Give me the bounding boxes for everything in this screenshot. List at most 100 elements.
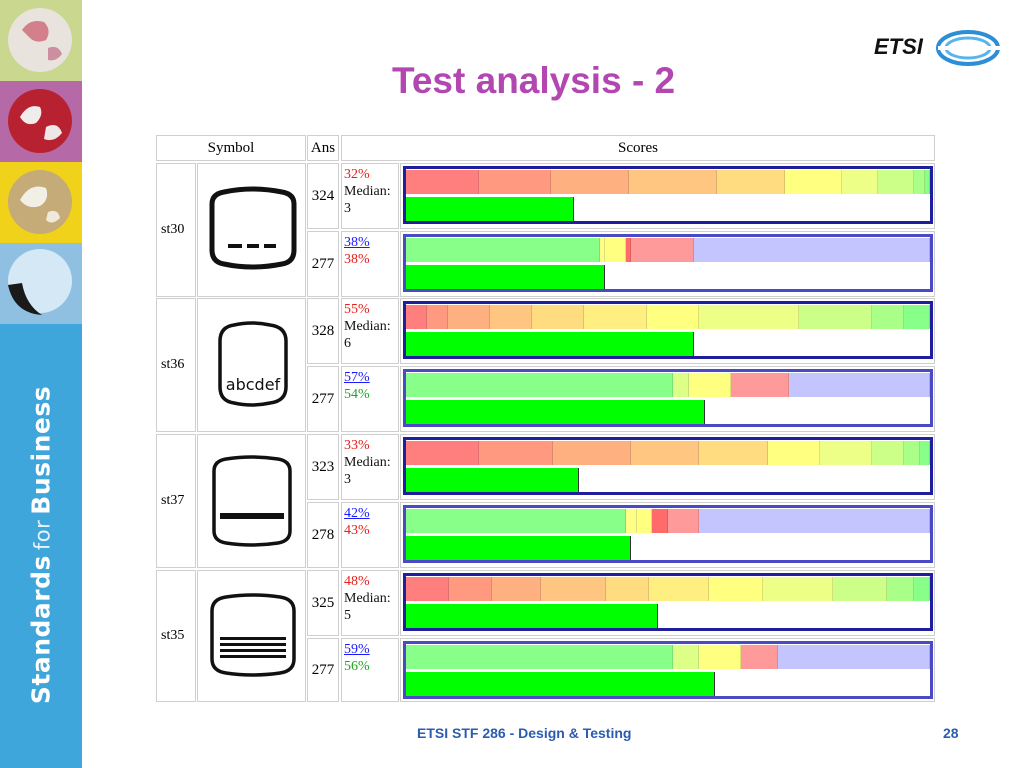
median-label: Median:	[344, 455, 391, 470]
progress-bar	[406, 604, 930, 628]
globe-icon	[8, 89, 72, 153]
distribution-segment	[741, 645, 779, 669]
progress-bar	[406, 468, 930, 492]
answer-percent-link[interactable]: 57%	[344, 370, 370, 385]
slide-footer: ETSI STF 286 - Design & Testing	[417, 725, 632, 741]
symbol-id: st37	[156, 434, 196, 568]
distribution-bar	[406, 441, 930, 465]
scores-cell	[400, 434, 935, 500]
distribution-bar	[406, 509, 930, 533]
distribution-bar	[406, 238, 930, 262]
distribution-segment	[872, 441, 904, 465]
distribution-segment	[541, 577, 606, 601]
progress-bar-fill	[406, 265, 606, 289]
distribution-bar	[406, 170, 930, 194]
score-stats: 57% 54%	[341, 366, 399, 432]
correct-percent: 38%	[344, 252, 370, 267]
distribution-bar	[406, 373, 930, 397]
distribution-bar	[406, 645, 930, 669]
score-stats: 38% 38%	[341, 231, 399, 297]
progress-bar-fill	[406, 536, 632, 560]
distribution-segment	[832, 577, 887, 601]
distribution-segment	[762, 577, 833, 601]
median-value: 3	[344, 201, 351, 216]
ans-count: 323	[307, 434, 339, 500]
distribution-segment	[799, 305, 873, 329]
score-bars	[403, 641, 933, 699]
ans-count: 277	[307, 231, 339, 297]
correct-percent: 56%	[344, 659, 370, 674]
score-percent: 32%	[344, 167, 370, 182]
distribution-segment	[903, 305, 930, 329]
answer-percent-link[interactable]: 42%	[344, 506, 370, 521]
score-percent: 48%	[344, 574, 370, 589]
distribution-segment	[406, 645, 674, 669]
page-number: 28	[943, 725, 959, 741]
progress-bar	[406, 536, 930, 560]
sidebar-tile-yellow	[0, 162, 82, 243]
progress-bar-fill	[406, 332, 695, 356]
score-stats: 33% Median: 3	[341, 434, 399, 500]
tv-text-icon: abcdef	[218, 321, 288, 407]
globe-icon	[8, 249, 72, 315]
median-value: 3	[344, 472, 351, 487]
ans-count: 277	[307, 638, 339, 702]
scores-cell	[400, 570, 935, 636]
distribution-segment	[636, 509, 653, 533]
sidebar-tile-green	[0, 0, 82, 81]
tv-dashes-icon	[209, 186, 297, 270]
etsi-logo-text: ETSI	[874, 34, 924, 59]
distribution-segment	[631, 441, 700, 465]
progress-bar-fill	[406, 197, 574, 221]
score-bars	[403, 234, 933, 292]
distribution-segment	[605, 577, 650, 601]
distribution-segment	[886, 577, 914, 601]
distribution-segment	[673, 373, 689, 397]
header-symbol: Symbol	[156, 135, 306, 161]
etsi-logo: ETSI	[874, 30, 1000, 66]
brand-word-for: for	[30, 519, 55, 551]
ans-count: 278	[307, 502, 339, 568]
distribution-segment	[406, 170, 479, 194]
distribution-segment	[919, 441, 930, 465]
distribution-segment	[552, 441, 632, 465]
symbol-id: st36	[156, 298, 196, 432]
median-value: 5	[344, 608, 351, 623]
progress-bar	[406, 672, 930, 696]
distribution-segment	[531, 305, 585, 329]
progress-bar-fill	[406, 604, 658, 628]
distribution-segment	[699, 305, 799, 329]
brand-word-standards: Standards	[26, 555, 56, 705]
symbol-cell	[197, 570, 306, 702]
score-stats: 59% 56%	[341, 638, 399, 702]
median-label: Median:	[344, 591, 391, 606]
distribution-segment	[778, 645, 930, 669]
score-percent: 55%	[344, 302, 370, 317]
scores-cell	[400, 163, 935, 229]
symbol-cell	[197, 163, 306, 297]
score-table: Symbol Ans Scores st30 324 32% Median: 3…	[153, 128, 940, 704]
distribution-segment	[688, 373, 731, 397]
answer-percent-link[interactable]: 59%	[344, 642, 370, 657]
scores-cell	[400, 366, 935, 432]
distribution-segment	[551, 170, 630, 194]
distribution-segment	[489, 305, 532, 329]
distribution-segment	[406, 373, 674, 397]
progress-bar	[406, 265, 930, 289]
ans-count: 325	[307, 570, 339, 636]
globe-icon	[8, 170, 72, 234]
distribution-segment	[631, 238, 695, 262]
scores-cell	[400, 502, 935, 568]
score-percent: 33%	[344, 438, 370, 453]
score-stats: 32% Median: 3	[341, 163, 399, 229]
distribution-segment	[479, 441, 553, 465]
distribution-segment	[478, 170, 552, 194]
sidebar: Standards for Business	[0, 0, 82, 768]
distribution-segment	[878, 170, 915, 194]
symbol-cell	[197, 434, 306, 568]
progress-bar-fill	[406, 400, 705, 424]
answer-percent-link[interactable]: 38%	[344, 235, 370, 250]
distribution-segment	[914, 170, 925, 194]
distribution-segment	[406, 509, 627, 533]
score-bars	[403, 437, 933, 495]
